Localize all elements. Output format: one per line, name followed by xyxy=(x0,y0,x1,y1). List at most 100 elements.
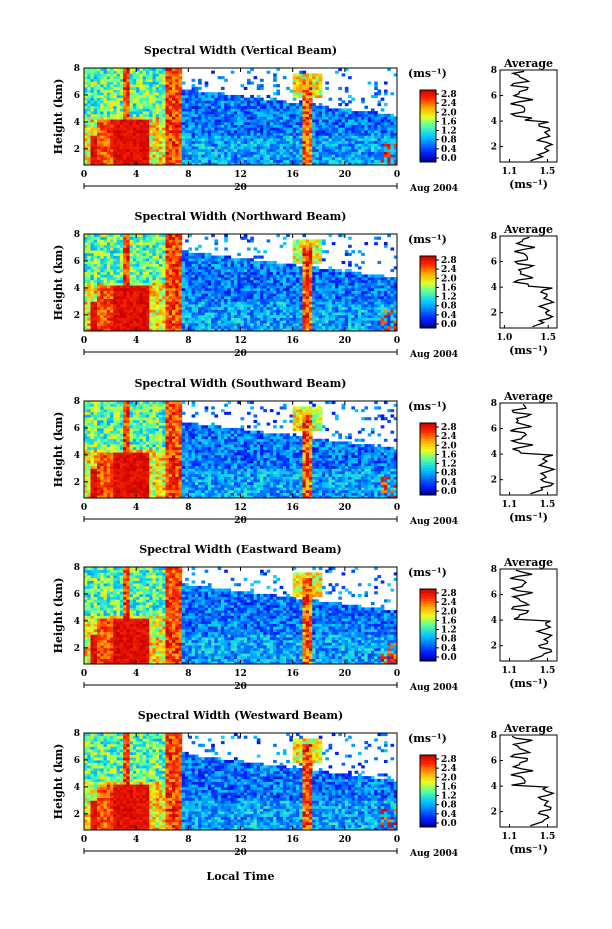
heatmap-cell xyxy=(211,301,215,305)
heatmap-cell xyxy=(87,239,91,243)
heatmap-cell xyxy=(227,151,232,155)
heatmap-cell xyxy=(240,94,245,99)
heatmap-cell xyxy=(335,138,339,142)
heatmap-cell xyxy=(230,70,235,74)
heatmap-cell xyxy=(119,129,124,134)
heatmap-cell xyxy=(233,94,238,99)
heatmap-cell xyxy=(292,298,297,302)
heatmap-cell xyxy=(273,271,277,275)
heatmap-cell xyxy=(191,320,196,324)
heatmap-cell xyxy=(289,277,294,281)
heatmap-cell xyxy=(165,271,170,275)
heatmap-cell xyxy=(106,113,111,117)
heatmap-cell xyxy=(217,140,222,144)
heatmap-cell xyxy=(269,159,274,163)
heatmap-cell xyxy=(220,132,225,136)
heatmap-cell xyxy=(292,255,297,259)
heatmap-cell xyxy=(348,148,352,152)
heatmap-cell xyxy=(211,314,215,318)
heatmap-cell xyxy=(139,328,144,332)
heatmap-cell xyxy=(230,260,235,265)
heatmap-cell xyxy=(387,143,391,147)
heatmap-cell xyxy=(233,263,238,267)
heatmap-cell xyxy=(145,89,150,93)
heatmap-cell xyxy=(230,108,235,112)
heatmap-cell xyxy=(126,298,131,302)
heatmap-cell xyxy=(247,78,251,82)
heatmap-cell xyxy=(100,132,104,136)
heatmap-cell xyxy=(292,113,297,117)
heatmap-cell xyxy=(185,97,189,101)
heatmap-cell xyxy=(84,113,88,117)
heatmap-cell xyxy=(383,146,388,150)
heatmap-cell xyxy=(126,94,131,99)
heatmap-cell xyxy=(279,282,284,286)
heatmap-cell xyxy=(383,156,388,161)
heatmap-cell xyxy=(250,105,254,109)
heatmap-cell xyxy=(129,81,134,85)
heatmap-cell xyxy=(243,132,248,136)
heatmap-cell xyxy=(308,151,313,155)
heatmap-cell xyxy=(250,135,254,139)
heatmap-cell xyxy=(344,132,349,136)
heatmap-cell xyxy=(145,97,150,101)
heatmap-cell xyxy=(168,301,173,305)
heatmap-cell xyxy=(90,293,95,297)
heatmap-cell xyxy=(325,159,329,163)
heatmap-cell xyxy=(299,129,303,134)
heatmap-cell xyxy=(377,156,382,161)
heatmap-cell xyxy=(322,154,326,158)
heatmap-cell xyxy=(279,132,284,136)
heatmap-cell xyxy=(158,154,163,158)
heatmap-cell xyxy=(380,151,385,155)
heatmap-cell xyxy=(217,148,222,152)
heatmap-cell xyxy=(351,124,356,128)
colorbar-swatch xyxy=(420,148,436,151)
heatmap-cell xyxy=(103,113,108,117)
heatmap-cell xyxy=(158,309,163,313)
heatmap-cell xyxy=(282,113,287,117)
heatmap-cell xyxy=(344,124,349,128)
heatmap-cell xyxy=(165,94,170,99)
heatmap-cell xyxy=(97,328,101,332)
heatmap-cell xyxy=(243,108,248,112)
heatmap-cell xyxy=(136,295,140,300)
heatmap-cell xyxy=(305,143,310,147)
heatmap-cell xyxy=(217,108,222,112)
heatmap-cell xyxy=(247,111,251,115)
heatmap-cell xyxy=(286,108,290,112)
heatmap-cell xyxy=(136,103,140,107)
heatmap-cell xyxy=(142,295,147,300)
heatmap-cell xyxy=(149,320,153,324)
heatmap-cell xyxy=(113,76,117,80)
heatmap-cell xyxy=(230,298,235,302)
heatmap-cell xyxy=(305,111,310,115)
heatmap-cell xyxy=(383,81,388,85)
heatmap-cell xyxy=(374,143,378,147)
heatmap-cell xyxy=(84,78,88,82)
heatmap-cell xyxy=(201,146,206,150)
heatmap-cell xyxy=(178,97,183,101)
heatmap-cell xyxy=(178,234,183,238)
heatmap-cell xyxy=(328,135,333,139)
heatmap-cell xyxy=(338,127,342,131)
heatmap-cell xyxy=(87,290,91,294)
heatmap-cell xyxy=(178,81,183,85)
heatmap-cell xyxy=(240,266,245,270)
heatmap-cell xyxy=(178,162,183,166)
heatmap-cell xyxy=(158,78,163,82)
heatmap-cell xyxy=(191,116,196,120)
heatmap-cell xyxy=(116,285,121,289)
heatmap-cell xyxy=(90,116,95,120)
avg-x-tick-label: 1.1 xyxy=(502,167,518,177)
heatmap-cell xyxy=(325,105,329,109)
heatmap-cell xyxy=(142,328,147,332)
heatmap-cell xyxy=(247,159,251,163)
heatmap-cell xyxy=(237,154,241,158)
heatmap-cell xyxy=(136,258,140,262)
heatmap-cell xyxy=(260,260,264,265)
heatmap-cell xyxy=(256,328,261,332)
heatmap-cell xyxy=(168,146,173,150)
heatmap-cell xyxy=(106,260,111,265)
heatmap-cell xyxy=(338,129,342,134)
